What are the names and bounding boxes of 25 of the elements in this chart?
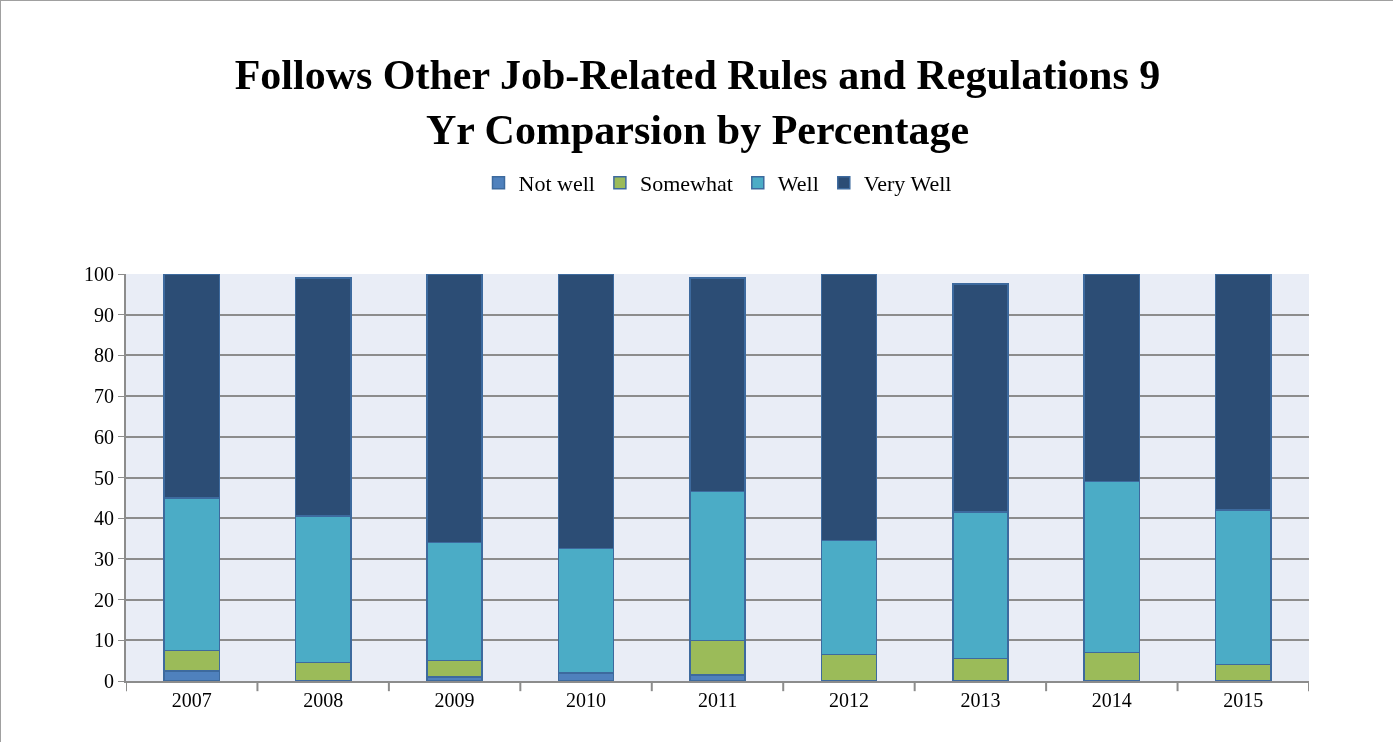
legend-label: Well [777,171,819,197]
y-tick-label: 50 [94,466,114,489]
legend-label: Very Well [863,171,952,197]
y-tick-label: 10 [94,629,114,652]
y-tick-label: 20 [94,588,114,611]
y-tick-label: 90 [94,303,114,326]
x-tick-label: 2013 [960,689,1001,711]
x-tick-label: 2015 [1223,689,1264,711]
x-tick-label: 2011 [697,689,738,711]
y-tick-label: 60 [94,425,114,448]
legend-label: Somewhat [639,171,733,197]
y-tick-label: 80 [94,344,114,367]
chart-title: Follows Other Job-Related Rules and Regulations 9 Yr Comparsion by Percentage [234,52,1161,153]
x-tick-label: 2014 [1091,689,1132,711]
x-tick-label: 2007 [171,689,212,711]
y-tick-label: 100 [84,263,114,285]
legend-label: Not well [518,171,595,197]
x-tick-label: 2009 [434,689,475,711]
x-tick-label: 2012 [828,689,869,711]
x-tick-label: 2010 [566,689,607,711]
y-tick-label: 30 [94,547,114,570]
y-tick-label: 40 [94,507,114,530]
y-tick-label: 70 [94,385,114,408]
x-tick-label: 2008 [303,689,344,711]
y-tick-label: 0 [104,670,114,692]
